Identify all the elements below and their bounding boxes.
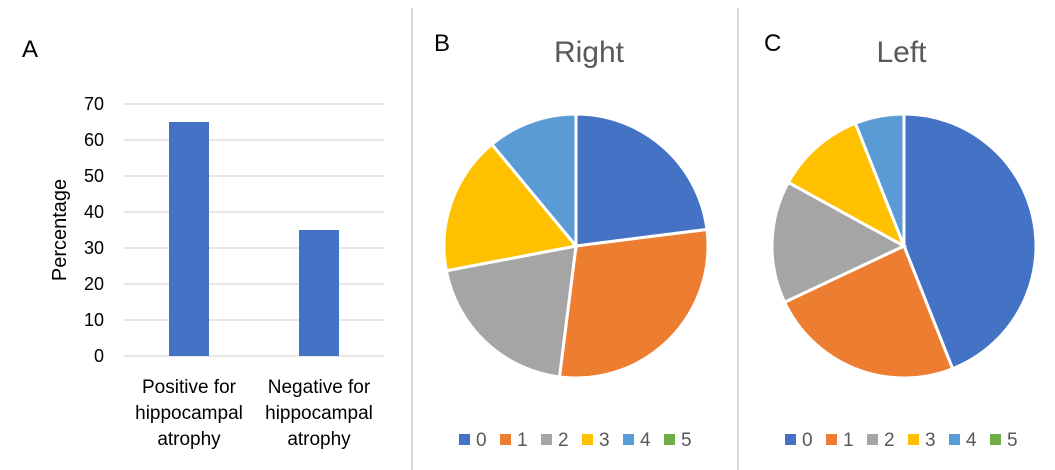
y-tick-label: 0 xyxy=(94,346,104,366)
legend-swatch xyxy=(459,434,470,445)
panel-letter-b: B xyxy=(434,30,451,57)
legend-swatch xyxy=(826,434,837,445)
legend-label: 0 xyxy=(802,430,813,451)
pie-slice xyxy=(786,121,907,250)
legend-label: 3 xyxy=(925,430,936,451)
pie-chart-left: 0 1 2 3 4 5 xyxy=(770,112,1038,451)
legend-swatch xyxy=(582,434,593,445)
panel-c: C Left 0 1 2 3 4 5 xyxy=(740,0,1055,470)
y-tick-label: 10 xyxy=(84,310,104,330)
panel-letter-c: C xyxy=(764,30,782,57)
panel-letter-a: A xyxy=(22,36,39,63)
y-axis-title: Percentage xyxy=(49,179,71,281)
y-tick-label: 30 xyxy=(84,238,104,258)
legend-label: 1 xyxy=(517,430,528,451)
pie-title-right: Right xyxy=(553,36,625,69)
bar xyxy=(299,230,339,356)
pie-title-left: Left xyxy=(876,36,927,69)
bar xyxy=(169,122,209,356)
legend-swatch xyxy=(867,434,878,445)
bar-chart: 0 10 20 30 40 50 60 70 Percentage Positive for hip… xyxy=(49,94,384,450)
x-category-label: Negative for hippocampal atrophy xyxy=(265,377,373,450)
panel-divider xyxy=(737,8,739,470)
pie-slice xyxy=(902,112,1038,371)
legend-swatch xyxy=(990,434,1001,445)
panel-divider xyxy=(411,8,413,470)
y-tick-label: 50 xyxy=(84,166,104,186)
legend-label: 2 xyxy=(558,430,569,451)
y-tick-label: 40 xyxy=(84,202,104,222)
legend-label: 1 xyxy=(843,430,854,451)
legend-label: 3 xyxy=(599,430,610,451)
legend-swatch xyxy=(664,434,675,445)
legend-label: 5 xyxy=(1007,430,1018,451)
y-tick-label: 20 xyxy=(84,274,104,294)
legend-swatch xyxy=(623,434,634,445)
legend-swatch xyxy=(500,434,511,445)
legend-label: 5 xyxy=(681,430,692,451)
panel-a: A 0 10 20 30 40 50 60 70 Percentage Positive for h… xyxy=(0,0,410,470)
pie-slice xyxy=(557,227,710,380)
legend-label: 2 xyxy=(884,430,895,451)
legend-swatch xyxy=(541,434,552,445)
legend-label: 4 xyxy=(640,430,651,451)
x-category-label: Positive for hippocampal atrophy xyxy=(135,377,243,450)
pie-slice xyxy=(444,244,578,379)
pie-slice xyxy=(442,142,579,273)
pie-slice xyxy=(853,112,906,247)
legend-swatch xyxy=(949,434,960,445)
pie-slice xyxy=(489,112,578,251)
y-tick-label: 60 xyxy=(84,130,104,150)
pie-slice xyxy=(574,112,709,248)
pie-slice xyxy=(770,180,908,305)
legend-label: 4 xyxy=(966,430,977,451)
pie-chart-right: 0 1 2 3 4 5 xyxy=(442,112,710,451)
legend-label: 0 xyxy=(476,430,487,451)
legend-swatch xyxy=(785,434,796,445)
panel-b: B Right 0 1 2 3 4 5 xyxy=(414,0,736,470)
legend-swatch xyxy=(908,434,919,445)
y-tick-label: 70 xyxy=(84,94,104,114)
pie-slice xyxy=(782,243,955,380)
